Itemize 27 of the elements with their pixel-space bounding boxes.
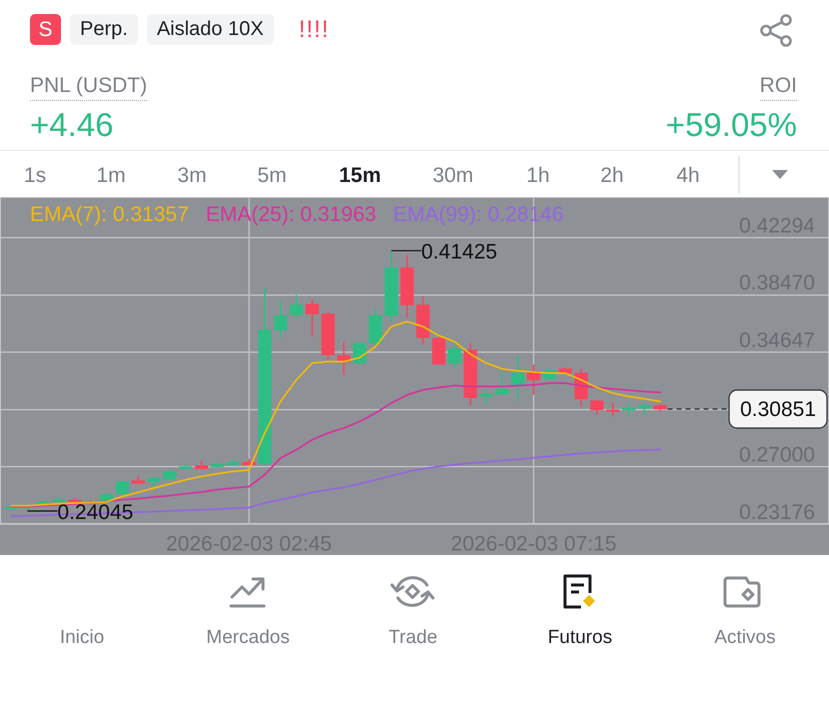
text: PNL (USDT) [30, 74, 148, 101]
text: 1m [96, 164, 126, 188]
text: 30m [432, 164, 474, 188]
text: +59.05% [666, 106, 797, 144]
text: Activos [714, 627, 776, 649]
text: ROI [760, 74, 797, 101]
text: 5m [257, 164, 287, 188]
text: 4h [676, 164, 700, 188]
badge: S [30, 14, 61, 45]
text: +4.46 [30, 106, 114, 144]
text: 2h [600, 164, 624, 188]
text: Trade [388, 627, 438, 649]
text: 15m [338, 164, 382, 188]
chip: Perp. [70, 14, 138, 45]
text: 1h [526, 164, 550, 188]
text: Mercados [206, 627, 290, 649]
chip: Aislado 10X [146, 14, 274, 45]
text: 3m [177, 164, 207, 188]
text: EMA(7): 0.31357 [30, 202, 189, 226]
text: Inicio [60, 627, 104, 649]
text: EMA(99): 0.28146 [393, 202, 564, 226]
annotation: 0.41425 [421, 240, 498, 264]
text: Futuros [548, 627, 612, 649]
ref-line-label: 0.30851 [740, 398, 816, 421]
text: EMA(25): 0.31963 [206, 202, 376, 226]
text: 1s [24, 164, 46, 188]
text: !!!! [298, 16, 330, 44]
